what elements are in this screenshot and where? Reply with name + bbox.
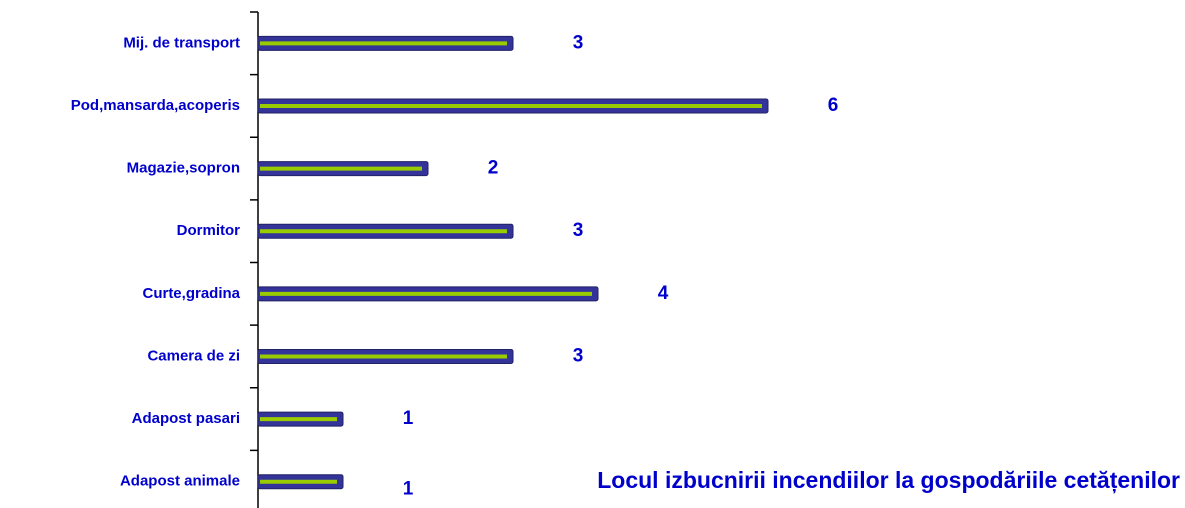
value-label: 3: [573, 32, 584, 53]
value-label: 1: [403, 408, 414, 429]
y-tick-label: Magazie,sopron: [127, 160, 240, 177]
y-tick-label: Curte,gradina: [142, 285, 240, 302]
value-label: 3: [573, 220, 584, 241]
value-label: 3: [573, 345, 584, 366]
y-tick-label: Camera de zi: [147, 347, 240, 364]
value-label: 1: [403, 479, 414, 500]
y-tick-label: Mij. de transport: [123, 34, 240, 51]
value-label: 6: [828, 95, 839, 116]
value-label: 2: [488, 158, 499, 179]
value-label: 4: [658, 283, 669, 304]
y-tick-label: Adapost animale: [120, 473, 240, 490]
chart-title: Locul izbucnirii incendiilor la gospodăr…: [597, 467, 1180, 494]
y-tick-label: Dormitor: [177, 222, 240, 239]
y-tick-label: Pod,mansarda,acoperis: [71, 97, 240, 114]
y-tick-label: Adapost pasari: [132, 410, 240, 427]
